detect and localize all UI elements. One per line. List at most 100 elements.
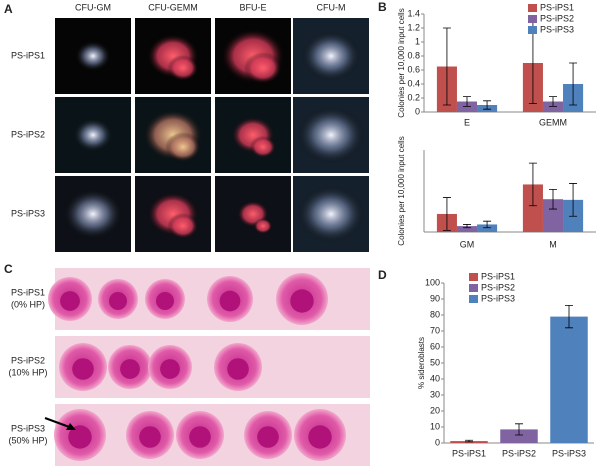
nucleus (219, 290, 241, 312)
legend-swatch (469, 284, 478, 292)
legend-label: PS-iPS1 (481, 271, 515, 281)
legend-swatch (469, 295, 478, 303)
error-bar (528, 162, 537, 207)
y-tick-label: 90 (430, 293, 440, 303)
legend-label: PS-iPS3 (540, 24, 574, 34)
y-tick-label: 0.2 (407, 92, 420, 102)
error-bar (442, 27, 451, 106)
error-bar (483, 100, 492, 110)
nucleus (72, 358, 94, 380)
colony (73, 118, 113, 152)
column-header: CFU-GM (75, 2, 111, 12)
x-tick-label: PS-iPS2 (502, 448, 536, 458)
y-tick-label: 0 (415, 106, 420, 116)
nucleus (68, 425, 92, 449)
colony (75, 40, 111, 72)
row-label: PS-iPS1 (11, 287, 45, 297)
y-axis-label: Colonies per 10,000 input cells (397, 136, 406, 245)
error-bar (463, 96, 471, 107)
error-bar (515, 423, 523, 436)
error-bar (465, 439, 473, 443)
bar (542, 199, 564, 232)
nucleus (156, 292, 174, 310)
y-tick-label: 30 (430, 389, 440, 399)
nucleus (227, 358, 249, 380)
nucleus (160, 359, 180, 379)
row-label: (0% HP) (11, 299, 45, 309)
y-tick-label: 1 (415, 36, 420, 46)
legend-label: PS-iPS3 (481, 293, 515, 303)
colony (253, 218, 273, 234)
colony (167, 55, 199, 81)
arrow (44, 417, 73, 429)
colony (243, 52, 283, 84)
y-tick-label: 0 (435, 437, 440, 447)
y-tick-label: 60 (430, 341, 440, 351)
y-tick-label: 70 (430, 325, 440, 335)
panel-label: D (378, 268, 387, 282)
arrow-head (66, 423, 76, 430)
y-tick-label: 0.6 (407, 64, 420, 74)
colony (297, 185, 365, 243)
nucleus (139, 426, 161, 448)
y-tick-label: 20 (430, 405, 440, 415)
column-header: CFU-GEMM (148, 2, 198, 12)
y-tick-label: 40 (430, 373, 440, 383)
bar (456, 226, 478, 232)
x-tick-label: PS-iPS1 (452, 448, 486, 458)
legend-label: PS-iPS2 (481, 282, 515, 292)
nucleus (120, 359, 140, 379)
nucleus (60, 291, 80, 311)
error-bar (483, 220, 492, 229)
y-tick-label: 10 (430, 421, 440, 431)
row-label: PS-iPS2 (11, 129, 45, 139)
column-header: BFU-E (240, 2, 267, 12)
colony (165, 132, 201, 162)
bar (550, 316, 588, 443)
x-tick-label: GEMM (539, 117, 567, 127)
y-tick-label: 50 (430, 357, 440, 367)
legend-label: PS-iPS1 (540, 2, 574, 12)
error-bar (569, 183, 578, 217)
colony (63, 188, 123, 240)
legend-swatch (469, 273, 478, 281)
y-tick-label: 0.4 (407, 78, 420, 88)
x-tick-label: GM (460, 239, 475, 249)
micrographs (44, 18, 370, 466)
x-tick-label: E (464, 117, 470, 127)
nucleus (290, 289, 314, 313)
bar (500, 429, 538, 443)
bar (522, 184, 543, 232)
legend-swatch (528, 4, 537, 12)
y-tick-label: 0.8 (407, 50, 420, 60)
nucleus (308, 425, 332, 449)
y-tick-label: 1.4 (407, 8, 420, 18)
nucleus (257, 426, 279, 448)
smear (55, 336, 370, 398)
x-tick-label: PS-iPS3 (552, 448, 586, 458)
error-bar (549, 96, 557, 107)
error-bar (463, 224, 471, 229)
y-axis-label: % sideroblasts (417, 337, 426, 389)
colony (249, 136, 277, 158)
row-label: PS-iPS2 (11, 355, 45, 365)
row-label: PS-iPS1 (11, 50, 45, 60)
colony (167, 213, 199, 239)
legend-swatch (528, 15, 537, 23)
legend-swatch (528, 26, 537, 34)
row-label: PS-iPS3 (11, 423, 45, 433)
row-label: PS-iPS3 (11, 208, 45, 218)
panel-label: A (4, 2, 13, 16)
legend-label: PS-iPS2 (540, 13, 574, 23)
nucleus (109, 292, 127, 310)
error-bar (442, 197, 451, 231)
error-bar (549, 188, 557, 210)
bar (477, 224, 498, 232)
column-header: CFU-M (317, 2, 346, 12)
y-axis-label: Colonies per 10,000 input cells (397, 8, 406, 117)
row-label: (50% HP) (8, 435, 47, 445)
nucleus (189, 426, 211, 448)
panel-label: B (378, 0, 387, 14)
colony (297, 106, 365, 164)
